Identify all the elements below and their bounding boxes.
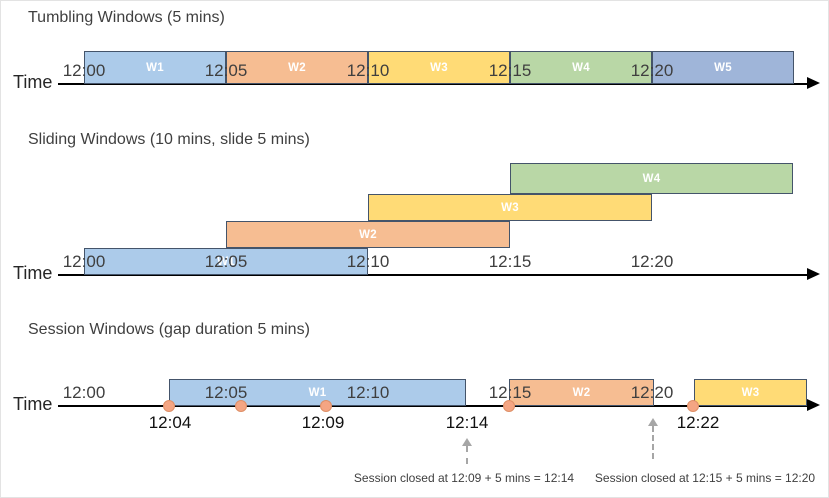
tick-label-tumbling-1200: 12:00	[62, 61, 106, 80]
window-label-tumbling-w2: W2	[288, 61, 306, 74]
window-label-session-w3: W3	[741, 386, 760, 399]
annotation-arrow-line-1	[652, 426, 654, 459]
tick-label-tumbling-1220: 12:20	[630, 61, 674, 80]
window-label-tumbling-w1: W1	[146, 61, 164, 74]
time-axis-sliding	[58, 274, 809, 276]
event-time-label-1209: 12:09	[301, 413, 345, 432]
window-label-session-w2: W2	[572, 386, 591, 399]
window-label-session-w1: W1	[308, 386, 327, 399]
window-label-tumbling-w4: W4	[572, 61, 590, 74]
tick-label-tumbling-1205: 12:05	[204, 61, 248, 80]
window-label-tumbling-w5: W5	[714, 61, 732, 74]
tick-label-sliding-1210: 12:10	[346, 252, 390, 271]
window-label-sliding-w2: W2	[359, 228, 377, 241]
tick-label-sliding-1215: 12:15	[488, 252, 532, 271]
window-tumbling-w2: W2	[226, 51, 368, 84]
session-closed-annotation-0: Session closed at 12:09 + 5 mins = 12:14	[353, 471, 575, 485]
tick-label-tumbling-1210: 12:10	[346, 61, 390, 80]
window-tumbling-w1: W1	[84, 51, 226, 84]
section-title-session: Session Windows (gap duration 5 mins)	[28, 321, 310, 338]
window-sliding-w1: W1	[84, 248, 368, 275]
tick-label-session-1220: 12:20	[630, 383, 674, 402]
event-dot-1209	[320, 400, 332, 412]
time-axis-label-sliding: Time	[13, 263, 53, 283]
annotation-arrow-line-0	[466, 446, 468, 464]
event-time-label-1222: 12:22	[676, 413, 720, 432]
window-sliding-w3: W3	[368, 194, 652, 221]
time-axis-arrowhead-icon-sliding	[807, 268, 820, 280]
tick-label-sliding-1200: 12:00	[62, 252, 106, 271]
tick-label-session-1215: 12:15	[488, 383, 532, 402]
time-axis-tumbling	[58, 83, 809, 85]
window-label-sliding-w4: W4	[642, 172, 661, 185]
window-label-sliding-w1: W1	[217, 255, 235, 268]
section-title-tumbling: Tumbling Windows (5 mins)	[28, 9, 225, 26]
event-time-label-1204: 12:04	[148, 413, 192, 432]
window-sliding-w4: W4	[510, 163, 793, 194]
tick-label-session-1210: 12:10	[346, 383, 390, 402]
tick-label-session-1205: 12:05	[204, 383, 248, 402]
time-axis-arrowhead-icon-tumbling	[807, 77, 820, 89]
event-time-label-1214: 12:14	[445, 413, 489, 432]
event-dot-1215	[503, 400, 515, 412]
tick-label-sliding-1205: 12:05	[204, 252, 248, 271]
annotation-arrow-up-icon-0	[462, 438, 472, 446]
tick-label-session-1200: 12:00	[62, 383, 106, 402]
window-tumbling-w5: W5	[652, 51, 794, 84]
session-closed-annotation-1: Session closed at 12:15 + 5 mins = 12:20	[594, 471, 816, 485]
time-axis-label-session: Time	[13, 394, 53, 414]
event-dot-1204	[163, 400, 175, 412]
event-dot-unlabeled-1	[235, 400, 247, 412]
tick-label-sliding-1220: 12:20	[630, 252, 674, 271]
window-session-w2: W2	[509, 379, 654, 406]
window-tumbling-w3: W3	[368, 51, 510, 84]
time-axis-label-tumbling: Time	[13, 72, 53, 92]
time-axis-session	[58, 405, 809, 407]
annotation-arrow-up-icon-1	[648, 418, 658, 426]
window-label-sliding-w3: W3	[501, 201, 519, 214]
time-axis-arrowhead-icon-session	[807, 399, 820, 411]
tick-label-tumbling-1215: 12:15	[488, 61, 532, 80]
window-label-tumbling-w3: W3	[430, 61, 448, 74]
window-tumbling-w4: W4	[510, 51, 652, 84]
window-sliding-w2: W2	[226, 221, 510, 248]
window-session-w1: W1	[169, 379, 466, 406]
window-session-w3: W3	[694, 379, 807, 406]
section-title-sliding: Sliding Windows (10 mins, slide 5 mins)	[28, 131, 310, 148]
event-dot-1222	[687, 400, 699, 412]
